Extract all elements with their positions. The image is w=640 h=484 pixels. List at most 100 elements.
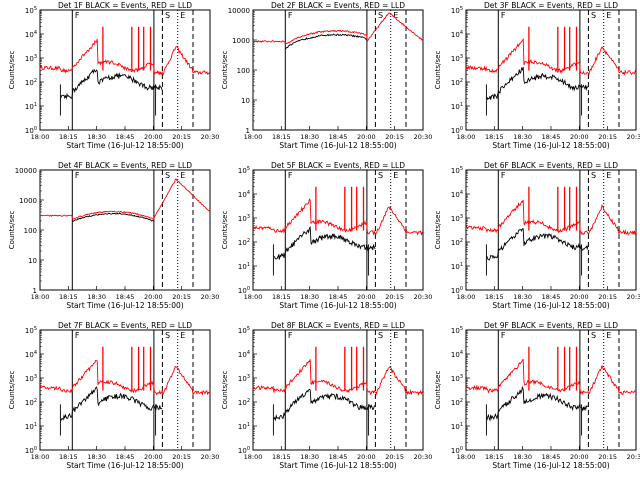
x-tick-label: 20:30 xyxy=(414,453,433,461)
flag-label: S xyxy=(591,11,596,20)
panel-5: Det 5F BLACK = Events, RED = LLD 100 101 10… xyxy=(221,161,432,310)
plot-frame xyxy=(252,9,424,131)
flag-label: F xyxy=(75,11,80,20)
x-tick-label: 20:15 xyxy=(385,133,404,141)
y-tick-label: 103 xyxy=(451,54,463,63)
y-tick-label: 104 xyxy=(25,350,37,359)
events-series-line xyxy=(285,33,367,50)
lld-series-line xyxy=(39,178,211,220)
x-tick-label: 20:30 xyxy=(627,133,640,141)
x-tick-label: 20:00 xyxy=(357,293,376,301)
x-tick-label: 18:00 xyxy=(457,133,476,141)
y-tick-label: 100 xyxy=(451,126,463,135)
x-tick-label: 18:30 xyxy=(300,133,319,141)
flag-label: E xyxy=(606,331,611,340)
x-axis-title: Start Time (16-Jul-12 18:55:00) xyxy=(279,461,396,470)
x-tick-label: 20:00 xyxy=(144,293,163,301)
y-tick-label: 100 xyxy=(451,286,463,295)
x-tick-label: 20:30 xyxy=(414,133,433,141)
y-tick-label: 103 xyxy=(238,214,250,223)
flag-label: E xyxy=(393,11,398,20)
flag-label: E xyxy=(606,171,611,180)
flag-label: E xyxy=(180,11,185,20)
y-tick-label: 100 xyxy=(24,227,37,235)
panel-title: Det 1F BLACK = Events, RED = LLD xyxy=(58,1,192,10)
x-tick-label: 18:45 xyxy=(116,453,135,461)
y-tick-label: 102 xyxy=(238,238,250,247)
plot-frame xyxy=(39,169,211,291)
x-tick-label: 20:15 xyxy=(598,293,617,301)
events-series-line xyxy=(72,212,154,222)
y-tick-label: 104 xyxy=(238,350,250,359)
flag-label: S xyxy=(165,11,170,20)
y-tick-label: 100 xyxy=(25,446,37,455)
y-tick-label: 101 xyxy=(451,102,463,111)
lld-series-line xyxy=(465,358,637,396)
plot-frame xyxy=(252,169,424,291)
y-tick-label: 105 xyxy=(238,166,250,175)
y-tick-label: 105 xyxy=(25,6,37,15)
flag-label: F xyxy=(288,171,293,180)
x-tick-label: 20:00 xyxy=(144,133,163,141)
x-tick-label: 18:15 xyxy=(485,293,504,301)
y-tick-label: 103 xyxy=(451,374,463,383)
y-tick-label: 104 xyxy=(238,190,250,199)
flag-label: F xyxy=(501,331,506,340)
x-axis-title: Start Time (16-Jul-12 18:55:00) xyxy=(279,141,396,150)
x-tick-label: 18:45 xyxy=(329,133,348,141)
x-tick-label: 18:30 xyxy=(300,293,319,301)
y-tick-label: 105 xyxy=(238,326,250,335)
flag-label: S xyxy=(378,331,383,340)
flag-label: E xyxy=(180,331,185,340)
x-tick-label: 20:30 xyxy=(627,453,640,461)
y-tick-label: 101 xyxy=(25,102,37,111)
y-tick-label: 102 xyxy=(451,78,463,87)
flag-label: S xyxy=(591,171,596,180)
x-tick-label: 18:00 xyxy=(31,293,50,301)
x-tick-label: 18:15 xyxy=(485,133,504,141)
y-tick-label: 103 xyxy=(25,54,37,63)
panel-title: Det 5F BLACK = Events, RED = LLD xyxy=(271,161,405,170)
x-tick-label: 18:45 xyxy=(329,293,348,301)
events-series-line xyxy=(273,388,376,422)
x-tick-label: 18:45 xyxy=(329,453,348,461)
panel-title: Det 3F BLACK = Events, RED = LLD xyxy=(484,1,618,10)
panel-title: Det 8F BLACK = Events, RED = LLD xyxy=(271,321,405,330)
y-axis-title: Counts/sec xyxy=(8,51,16,90)
x-tick-label: 18:00 xyxy=(244,293,263,301)
x-tick-label: 18:45 xyxy=(542,133,561,141)
y-tick-label: 100 xyxy=(237,67,250,75)
panel-7: Det 7F BLACK = Events, RED = LLD 100 101 10… xyxy=(8,321,219,470)
y-tick-label: 102 xyxy=(25,398,37,407)
events-series-line xyxy=(273,226,376,260)
events-series-line xyxy=(486,385,589,422)
x-tick-label: 18:30 xyxy=(87,453,106,461)
flag-label: F xyxy=(288,11,293,20)
y-tick-label: 10000 xyxy=(15,167,37,175)
y-tick-label: 100 xyxy=(25,126,37,135)
y-tick-label: 104 xyxy=(25,30,37,39)
lld-series-line xyxy=(39,360,211,397)
y-axis-title: Counts/sec xyxy=(434,211,442,250)
x-tick-label: 20:00 xyxy=(570,293,589,301)
flag-label: E xyxy=(393,171,398,180)
flag-label: F xyxy=(75,331,80,340)
y-tick-label: 103 xyxy=(451,214,463,223)
x-tick-label: 20:15 xyxy=(598,453,617,461)
flag-label: E xyxy=(606,11,611,20)
x-tick-label: 20:15 xyxy=(172,453,191,461)
flag-label: F xyxy=(501,171,506,180)
x-tick-label: 18:30 xyxy=(513,453,532,461)
events-series-line xyxy=(486,66,589,101)
y-tick-label: 102 xyxy=(25,78,37,87)
x-tick-label: 18:45 xyxy=(116,133,135,141)
lld-series-line xyxy=(252,12,424,46)
x-tick-label: 20:30 xyxy=(627,293,640,301)
lld-series-line xyxy=(252,198,424,236)
y-tick-label: 105 xyxy=(25,326,37,335)
y-tick-label: 100 xyxy=(238,286,250,295)
x-tick-label: 18:00 xyxy=(457,453,476,461)
flag-label: S xyxy=(165,171,170,180)
